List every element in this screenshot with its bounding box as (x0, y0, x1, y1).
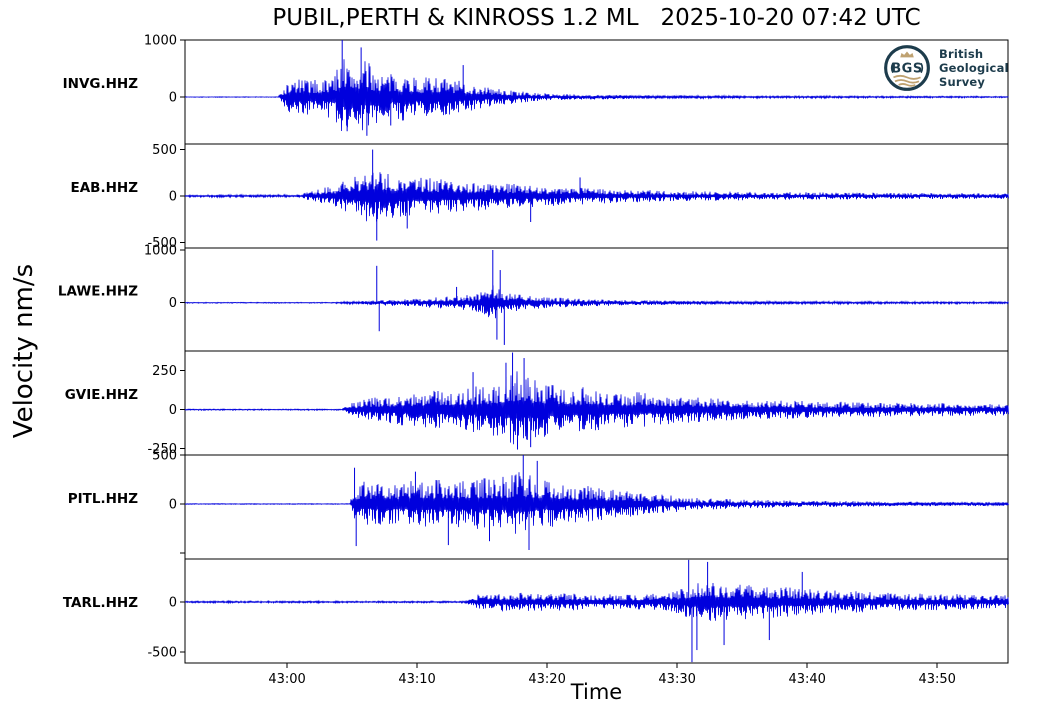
station-label-PITL.HHZ: PITL.HHZ (68, 491, 138, 507)
trace-LAWE.HHZ (184, 285, 1009, 319)
crown-icon (900, 51, 914, 58)
y-tick-label: -250 (147, 442, 177, 457)
y-tick-label: -500 (147, 646, 177, 661)
x-tick-label: 43:40 (788, 672, 825, 687)
trace-INVG.HHZ (184, 59, 1009, 132)
roundel-left-mark (890, 62, 894, 74)
x-tick-label: 43:00 (268, 672, 305, 687)
x-tick-label: 43:20 (528, 672, 565, 687)
wave-line-2 (894, 79, 920, 84)
logo-text-line-2: Geological (939, 60, 1009, 75)
station-label-GVIE.HHZ: GVIE.HHZ (65, 387, 138, 403)
trace-PITL.HHZ (184, 472, 1009, 534)
y-tick-label: 0 (169, 296, 177, 311)
roundel-right-mark (920, 62, 924, 74)
wave-line-1 (893, 74, 921, 80)
y-tick-label: -500 (147, 236, 177, 251)
y-tick-label: 1000 (144, 244, 177, 259)
station-label-EAB.HHZ: EAB.HHZ (71, 180, 139, 196)
station-label-INVG.HHZ: INVG.HHZ (63, 76, 139, 92)
y-tick-label: 500 (152, 449, 177, 464)
trace-TARL.HHZ (184, 582, 1009, 621)
station-label-TARL.HHZ: TARL.HHZ (63, 595, 138, 611)
y-tick-label: 0 (169, 403, 177, 418)
x-tick-label: 43:10 (398, 672, 435, 687)
bgs-logo-text: British Geological Survey (939, 47, 1009, 89)
bgs-logo: BGS British Geological Survey (882, 43, 1009, 93)
trace-GVIE.HHZ (184, 371, 1009, 445)
y-tick-label: 0 (169, 497, 177, 512)
wave-line-3 (898, 83, 916, 87)
bgs-monogram: BGS (891, 62, 923, 77)
bgs-roundel-icon: BGS (884, 45, 930, 91)
panel-border-TARL.HHZ (184, 558, 1009, 664)
x-tick-label: 43:50 (918, 672, 955, 687)
y-tick-label: 1000 (144, 34, 177, 49)
panel-border-LAWE.HHZ (184, 247, 1009, 352)
x-tick-label: 43:30 (658, 672, 695, 687)
y-tick-label: 0 (169, 595, 177, 610)
station-label-LAWE.HHZ: LAWE.HHZ (58, 284, 138, 300)
y-tick-label: 0 (169, 91, 177, 106)
y-tick-label: 250 (152, 364, 177, 379)
y-tick-label: 500 (152, 143, 177, 158)
logo-text-line-3: Survey (939, 75, 986, 89)
trace-EAB.HHZ (184, 172, 1009, 222)
page-title: PUBIL,PERTH & KINROSS 1.2 ML 2025-10-20 … (272, 5, 921, 31)
x-axis-label: Time (570, 680, 623, 704)
y-tick-label: 0 (169, 190, 177, 205)
logo-text-line-1: British (939, 46, 984, 61)
